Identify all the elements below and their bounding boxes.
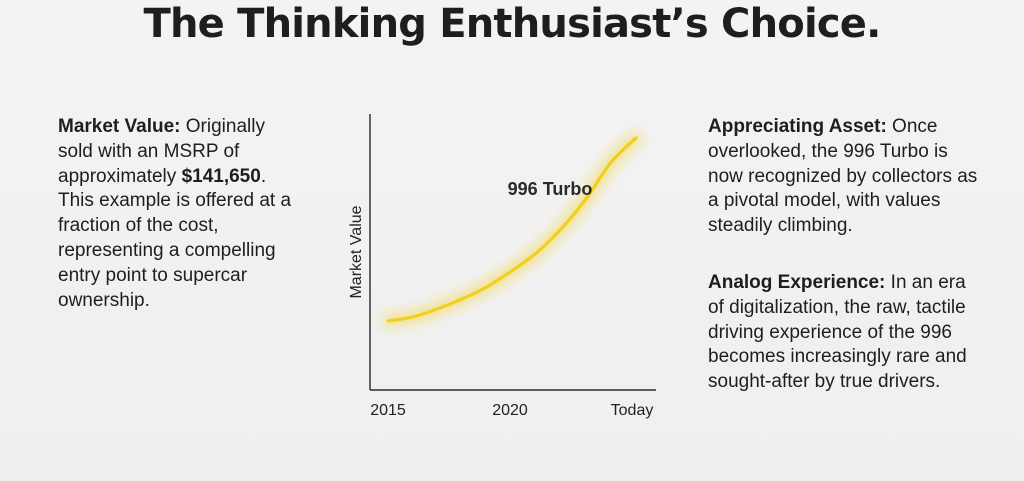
- market-value-chart: Market Value 996 Turbo 2015 2020 Today: [348, 114, 656, 419]
- appreciating-asset-heading: Appreciating Asset:: [708, 116, 887, 137]
- series-line-0: [386, 136, 638, 323]
- market-value-heading: Market Value:: [58, 116, 181, 137]
- series-label: 996 Turbo: [508, 179, 593, 199]
- series-line-glow: [382, 132, 642, 327]
- x-tick-label: Today: [611, 402, 654, 419]
- msrp-price: $141,650: [181, 165, 261, 187]
- market-value-block: Market Value: Originally sold with an MS…: [58, 115, 294, 313]
- appreciating-asset-block: Appreciating Asset: Once overlooked, the…: [708, 115, 978, 239]
- x-tick-label: 2015: [370, 402, 406, 419]
- y-axis-label: Market Value: [348, 205, 365, 298]
- appreciating-asset-text: Once overlooked, the 996 Turbo is now re…: [708, 116, 978, 237]
- market-value-text-end: . This example is offered at a fraction …: [58, 165, 292, 311]
- market-value-text: Originally sold with an MSRP of approxim…: [58, 116, 265, 187]
- analog-experience-text: In an era of digitalization, the raw, ta…: [708, 272, 967, 393]
- series-layer: 996 Turbo: [382, 132, 642, 327]
- analog-experience-block: Analog Experience: In an era of digitali…: [708, 271, 978, 395]
- x-tick-label: 2020: [492, 402, 528, 419]
- x-tick-labels: 2015 2020 Today: [370, 402, 653, 419]
- analog-experience-heading: Analog Experience:: [708, 272, 886, 293]
- page-title: The Thinking Enthusiast’s Choice.: [143, 1, 881, 47]
